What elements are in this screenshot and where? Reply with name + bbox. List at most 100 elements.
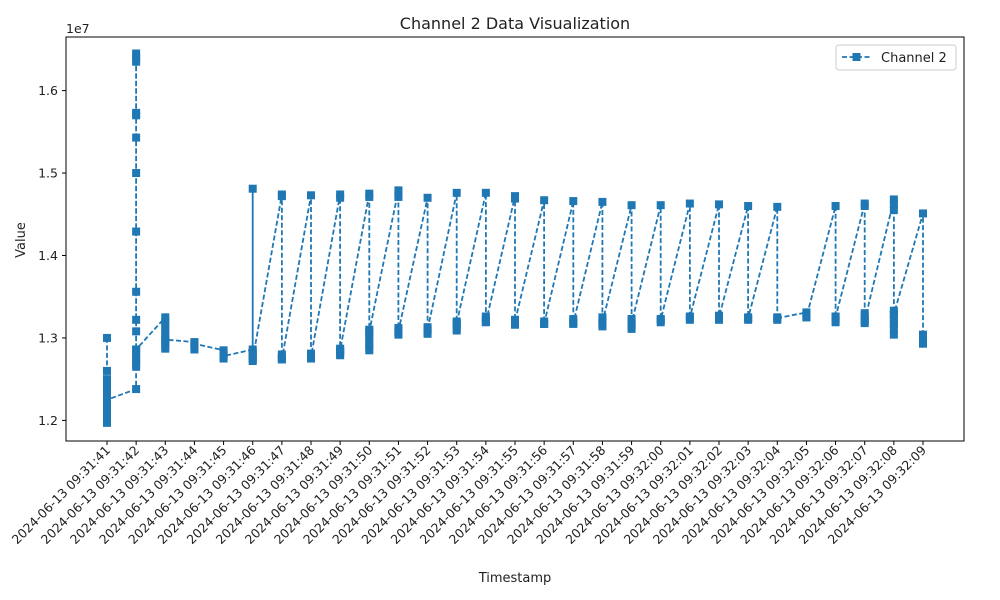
- data-point: [860, 202, 869, 211]
- data-point: [365, 327, 374, 336]
- data-point: [132, 57, 141, 66]
- data-point: [132, 345, 141, 354]
- data-point: [365, 192, 374, 201]
- data-point: [103, 333, 111, 342]
- data-point: [569, 197, 578, 206]
- data-point: [336, 346, 345, 355]
- y-tick-label: 1.6: [38, 83, 58, 98]
- data-point: [889, 315, 898, 324]
- data-point: [656, 201, 665, 210]
- data-point: [103, 408, 111, 417]
- data-point: [132, 49, 141, 58]
- data-point: [744, 202, 753, 211]
- plot-area: [103, 49, 927, 427]
- y-axis-label: Value: [14, 222, 29, 258]
- data-point: [190, 345, 199, 354]
- data-point: [365, 342, 374, 351]
- data-point: [103, 387, 111, 396]
- data-point: [773, 202, 782, 211]
- data-point: [831, 202, 840, 211]
- data-point: [103, 375, 111, 384]
- data-point: [423, 193, 432, 202]
- data-point: [132, 111, 141, 120]
- data-point: [540, 319, 549, 328]
- data-point: [598, 322, 607, 331]
- data-point: [132, 327, 141, 336]
- data-point: [656, 315, 665, 324]
- data-point: [161, 335, 170, 344]
- data-point: [773, 314, 782, 323]
- legend-marker: [852, 53, 861, 61]
- data-point: [394, 192, 403, 201]
- data-point: [889, 330, 898, 339]
- data-point: [627, 201, 636, 210]
- data-point: [540, 196, 549, 205]
- data-point: [248, 184, 257, 193]
- data-point: [802, 313, 811, 322]
- y-tick-label: 1.3: [38, 330, 58, 345]
- data-point: [132, 53, 141, 62]
- data-point: [277, 192, 286, 201]
- chart-title: Channel 2 Data Visualization: [400, 14, 630, 33]
- data-point: [132, 315, 141, 324]
- data-point: [452, 319, 461, 328]
- data-point: [481, 188, 490, 197]
- data-point: [715, 200, 723, 209]
- data-point: [161, 344, 170, 353]
- data-point: [365, 346, 374, 355]
- data-point: [627, 324, 636, 333]
- data-point: [132, 287, 141, 296]
- data-point: [423, 325, 432, 334]
- data-point: [336, 351, 345, 360]
- data-point: [336, 193, 345, 202]
- data-point: [889, 200, 898, 209]
- data-point: [161, 317, 170, 326]
- data-point: [452, 326, 461, 335]
- legend: Channel 2: [835, 44, 957, 71]
- data-point: [103, 399, 111, 408]
- data-point: [860, 316, 869, 325]
- data-point: [889, 324, 898, 333]
- data-point: [248, 355, 257, 364]
- data-point: [103, 418, 111, 427]
- data-point: [889, 310, 898, 319]
- x-axis-label: Timestamp: [478, 571, 552, 586]
- data-point: [423, 329, 432, 338]
- y-tick-label: 1.2: [38, 413, 58, 428]
- data-point: [103, 379, 111, 388]
- legend-box: [835, 44, 957, 71]
- data-point: [889, 319, 898, 328]
- data-point: [103, 395, 111, 404]
- data-point: [132, 133, 141, 142]
- data-point: [685, 199, 694, 208]
- legend-label: Channel 2: [881, 51, 947, 66]
- data-point: [132, 362, 141, 371]
- data-point: [889, 195, 898, 204]
- data-point: [627, 319, 636, 328]
- data-point: [831, 318, 840, 327]
- data-point: [103, 366, 111, 375]
- data-point: [511, 317, 519, 326]
- data-point: [103, 412, 111, 421]
- y-tick-label: 1.4: [38, 248, 58, 263]
- data-point: [598, 318, 607, 327]
- data-point: [277, 355, 286, 364]
- data-point: [103, 383, 111, 392]
- data-point: [919, 332, 927, 341]
- data-point: [161, 325, 170, 334]
- data-point: [744, 314, 753, 323]
- data-point: [219, 352, 228, 361]
- data-point: [919, 209, 927, 218]
- data-point: [715, 313, 723, 322]
- data-point: [161, 313, 170, 322]
- data-point: [481, 318, 490, 327]
- data-point: [889, 206, 898, 215]
- data-point: [919, 339, 927, 348]
- data-point: [511, 194, 519, 203]
- data-point: [132, 227, 141, 236]
- y-tick-label: 1.5: [38, 166, 58, 181]
- data-point: [569, 319, 578, 328]
- data-point: [132, 350, 141, 359]
